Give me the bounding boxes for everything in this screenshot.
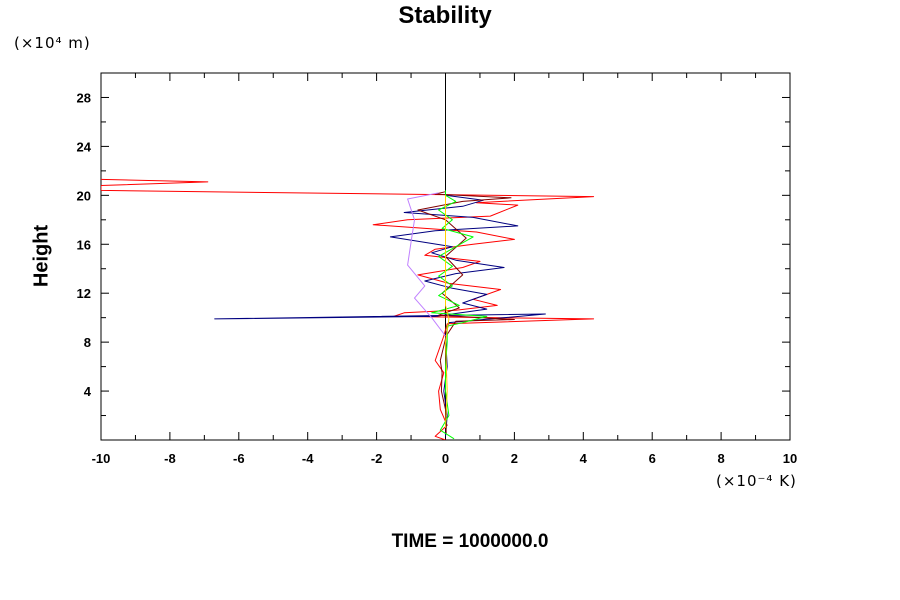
y-tick-label: 8: [84, 335, 91, 350]
x-tick-label: -6: [233, 451, 245, 466]
axis-ticks: [100, 73, 791, 440]
series-line-1: [101, 178, 595, 440]
y-tick-label: 12: [77, 286, 91, 301]
x-axis-units-label: (×10⁻⁴ K): [716, 472, 797, 490]
series-line-5: [407, 192, 446, 337]
y-tick-label: 16: [77, 237, 91, 252]
x-tick-label: 10: [783, 451, 797, 466]
y-tick-label: 24: [77, 139, 92, 154]
data-lines: [101, 73, 595, 440]
x-tick-label: -8: [164, 451, 176, 466]
y-tick-label: 4: [84, 384, 92, 399]
y-tick-label: 20: [77, 188, 91, 203]
chart-title: Stability: [398, 2, 492, 29]
y-axis-units-label: (×10⁴ m): [14, 34, 91, 52]
time-footer: TIME = 1000000.0: [391, 531, 549, 552]
x-tick-label: -10: [92, 451, 111, 466]
x-tick-label: 8: [717, 451, 724, 466]
x-tick-label: 6: [649, 451, 656, 466]
x-tick-label: 2: [511, 451, 518, 466]
series-line-3: [417, 191, 515, 434]
series-line-6: [445, 195, 450, 428]
x-tick-label: 0: [442, 451, 449, 466]
y-tick-label: 28: [77, 90, 91, 105]
x-tick-label: 4: [580, 451, 588, 466]
x-tick-label: -2: [371, 451, 383, 466]
x-tick-label: -4: [302, 451, 314, 466]
series-line-2: [214, 194, 546, 437]
